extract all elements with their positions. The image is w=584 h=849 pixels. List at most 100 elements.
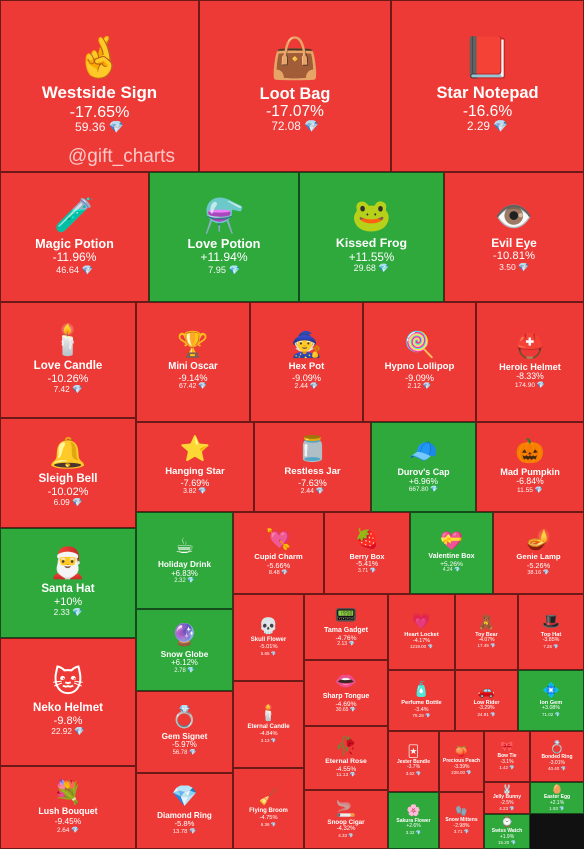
tile-swiss-watch[interactable]: ⌚ Swiss Watch +1.9% 15.20 💎 (484, 814, 530, 849)
tile-flying-broom[interactable]: 🧹 Flying Broom -4.75% 6.36 💎 (233, 768, 304, 849)
tile-top-hat[interactable]: 🎩 Top Hat -3.85% 7.25 💎 (518, 594, 584, 670)
tile-restless-jar[interactable]: 🫙 Restless Jar -7.63% 2.44 💎 (254, 422, 371, 512)
gift-price: 59.36 💎 (75, 120, 124, 135)
tile-toy-bear[interactable]: 🧸 Toy Bear -4.07% 17.49 💎 (455, 594, 518, 670)
tile-valentine-box[interactable]: 💝 Valentine Box +5.26% 4.24 💎 (410, 512, 493, 594)
tile-precious-peach[interactable]: 🍑 Precious Peach -3.39% 228.00 💎 (439, 731, 484, 792)
tile-diamond-ring[interactable]: 💎 Diamond Ring -5.8% 13.78 💎 (136, 773, 233, 849)
tile-lush-bouquet[interactable]: 💐 Lush Bouquet -9.45% 2.64 💎 (0, 766, 136, 849)
price-value: 4.24 (442, 567, 453, 574)
gift-change: -4.17% (412, 638, 431, 645)
tile-heart-locket[interactable]: 💗 Heart Locket -4.17% 1219.00 💎 (388, 594, 455, 670)
tile-ion-gem[interactable]: 💠 Ion Gem +3.08% 71.02 💎 (518, 670, 584, 731)
gift-price: 1.42 💎 (499, 765, 515, 770)
tile-neko-helmet[interactable]: 🐱 Neko Helmet -9.8% 22.92 💎 (0, 638, 136, 766)
gift-name: Gem Signet (161, 731, 208, 741)
tile-easter-egg[interactable]: 🥚 Easter Egg +2.1% 1.93 💎 (530, 782, 584, 814)
hanging-star-icon: ⭐ (179, 436, 211, 464)
tile-star-notepad[interactable]: 📕 Star Notepad -16.6% 2.29 💎 (391, 0, 584, 172)
tile-magic-potion[interactable]: 🧪 Magic Potion -11.96% 46.64 💎 (0, 172, 149, 302)
tile-westside-sign[interactable]: 🤞 Westside Sign -17.65% 59.36 💎 (0, 0, 199, 172)
gift-price: 3.71 💎 (454, 829, 470, 834)
top-hat-icon: 🎩 (541, 614, 561, 631)
diamond-icon: 💎 (462, 829, 470, 835)
berry-box-icon: 🍓 (355, 529, 379, 551)
tile-low-rider[interactable]: 🚗 Low Rider -3.29% 24.91 💎 (455, 670, 518, 731)
diamond-icon: 💎 (551, 643, 559, 649)
tile-heroic-helmet[interactable]: ⛑️ Heroic Helmet -8.33% 174.90 💎 (476, 302, 584, 422)
gift-change: -4.07% (478, 636, 495, 643)
tile-genie-lamp[interactable]: 🪔 Genie Lamp -5.26% 38.16 💎 (493, 512, 584, 594)
tile-sakura-flower[interactable]: 🌸 Sakura Flower +2.6% 3.32 💎 (388, 792, 439, 849)
loot-bag-icon: 👜 (270, 36, 320, 81)
diamond-icon: 💎 (347, 641, 355, 648)
price-value: 11.13 (336, 772, 349, 778)
gift-name: Ion Gem (539, 700, 563, 707)
price-value: 2.64 (57, 826, 70, 834)
sleigh-bell-icon: 🔔 (49, 436, 87, 470)
gift-price: 7.25 💎 (543, 644, 559, 649)
tile-evil-eye[interactable]: 👁️ Evil Eye -10.81% 3.50 💎 (444, 172, 584, 302)
tile-holiday-drink[interactable]: ☕ Holiday Drink +6.83% 2.32 💎 (136, 512, 233, 609)
tile-santa-hat[interactable]: 🎅 Santa Hat +10% 2.33 💎 (0, 528, 136, 638)
gem-signet-icon: 💍 (171, 705, 198, 730)
tile-jelly-bunny[interactable]: 🐰 Jelly Bunny -2.5% 4.23 💎 (484, 782, 530, 814)
tile-love-candle[interactable]: 🕯️ Love Candle -10.26% 7.42 💎 (0, 302, 136, 418)
tile-love-potion[interactable]: ⚗️ Love Potion +11.94% 7.95 💎 (149, 172, 299, 302)
tile-skull-flower[interactable]: 💀 Skull Flower -5.01% 5.65 💎 (233, 594, 304, 681)
diamond-icon: 💎 (225, 264, 240, 275)
tile-gem-signet[interactable]: 💍 Gem Signet -5.97% 56.78 💎 (136, 691, 233, 773)
price-value: 38.16 (527, 569, 542, 576)
gift-change: -9.8% (53, 714, 83, 727)
gift-change: -10.81% (492, 250, 536, 263)
tile-loot-bag[interactable]: 👜 Loot Bag -17.07% 72.08 💎 (199, 0, 391, 172)
tile-snoop-cigar[interactable]: 🚬 Snoop Cigar -4.32% 4.33 💎 (304, 790, 388, 849)
tile-tama-gadget[interactable]: 📟 Tama Gadget -4.76% 2.13 💎 (304, 594, 388, 660)
durov-s-cap-icon: 🧢 (409, 438, 438, 465)
gift-name: Heart Locket (404, 631, 439, 638)
gift-price: 3.82 💎 (183, 488, 207, 496)
mini-oscar-icon: 🏆 (177, 331, 209, 360)
gift-price: 2.64 💎 (57, 827, 79, 834)
tile-eternal-candle[interactable]: 🕯️ Eternal Candle -4.84% 3.13 💎 (233, 681, 304, 768)
tama-gadget-icon: 📟 (334, 605, 358, 626)
tile-hypno-lollipop[interactable]: 🍭 Hypno Lollipop -9.09% 2.12 💎 (363, 302, 476, 422)
tile-perfume-bottle[interactable]: 🧴 Perfume Bottle -3.4% 75.28 💎 (388, 670, 455, 731)
tile-sharp-tongue[interactable]: 👄 Sharp Tongue -4.69% 30.65 💎 (304, 660, 388, 726)
tile-mini-oscar[interactable]: 🏆 Mini Oscar -9.14% 67.42 💎 (136, 302, 250, 422)
gift-name: Durov's Cap (397, 466, 450, 477)
tile-bonded-ring[interactable]: 💍 Bonded Ring -3.01% 40.40 💎 (530, 731, 584, 782)
diamond-icon: 💎 (313, 487, 325, 495)
price-value: 24.91 (477, 711, 489, 717)
gift-change: +10% (53, 595, 83, 608)
snoop-cigar-icon: 🚬 (335, 799, 357, 818)
tile-durov-s-cap[interactable]: 🧢 Durov's Cap +6.96% 667.80 💎 (371, 422, 476, 512)
tile-eternal-rose[interactable]: 🥀 Eternal Rose -4.55% 11.13 💎 (304, 726, 388, 790)
diamond-icon: 💎 (346, 833, 354, 839)
tile-snow-globe[interactable]: 🔮 Snow Globe +6.12% 2.78 💎 (136, 609, 233, 691)
gift-name: Top Hat (540, 631, 562, 638)
price-value: 17.49 (477, 643, 489, 649)
gift-price: 67.42 💎 (179, 383, 207, 391)
gift-change: -2.98% (453, 822, 470, 829)
diamond-icon: 💎 (348, 772, 356, 778)
diamond-icon: 💎 (187, 828, 197, 835)
price-value: 8.48 (268, 569, 280, 576)
tile-cupid-charm[interactable]: 💘 Cupid Charm -5.66% 8.48 💎 (233, 512, 324, 594)
tile-jester-bundle[interactable]: 🃏 Jester Bundle -3.7% 3.62 💎 (388, 731, 439, 792)
heroic-helmet-icon: ⛑️ (515, 332, 545, 360)
diamond-icon: 💎 (452, 567, 461, 574)
gift-price: 8.48 💎 (269, 570, 288, 576)
tile-kissed-frog[interactable]: 🐸 Kissed Frog +11.55% 29.68 💎 (299, 172, 444, 302)
ion-gem-icon: 💠 (541, 682, 561, 699)
tile-sleigh-bell[interactable]: 🔔 Sleigh Bell -10.02% 6.09 💎 (0, 418, 136, 528)
tile-snow-mittens[interactable]: 🧤 Snow Mittens -2.98% 3.71 💎 (439, 792, 484, 849)
tile-mad-pumpkin[interactable]: 🎃 Mad Pumpkin -6.84% 11.55 💎 (476, 422, 584, 512)
gift-name: Westside Sign (41, 82, 158, 102)
tile-hex-pot[interactable]: 🧙 Hex Pot -9.09% 2.44 💎 (250, 302, 363, 422)
tile-hanging-star[interactable]: ⭐ Hanging Star -7.69% 3.82 💎 (136, 422, 254, 512)
gift-price: 6.09 💎 (54, 497, 83, 507)
tile-bow-tie[interactable]: 🎀 Bow Tie -3.1% 1.42 💎 (484, 731, 530, 782)
tile-berry-box[interactable]: 🍓 Berry Box -5.41% 3.71 💎 (324, 512, 410, 594)
price-value: 7.95 (208, 264, 226, 275)
